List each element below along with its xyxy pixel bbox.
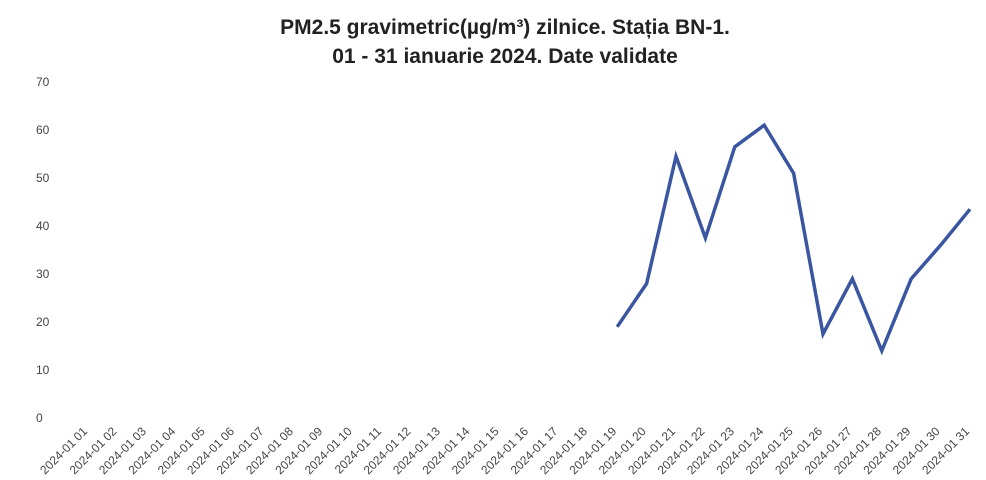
y-tick-label: 50 (36, 171, 50, 185)
y-tick-label: 40 (36, 219, 50, 233)
y-tick-label: 0 (36, 411, 43, 425)
data-line (615, 122, 972, 356)
y-tick-label: 30 (36, 267, 50, 281)
y-tick-label: 60 (36, 123, 50, 137)
y-tick-label: 20 (36, 315, 50, 329)
chart-title: PM2.5 gravimetric(µg/m³) zilnice. Stația… (280, 16, 730, 39)
y-tick-label: 70 (36, 75, 50, 89)
chart-title: 01 - 31 ianuarie 2024. Date validate (332, 45, 678, 68)
y-tick-label: 10 (36, 363, 50, 377)
